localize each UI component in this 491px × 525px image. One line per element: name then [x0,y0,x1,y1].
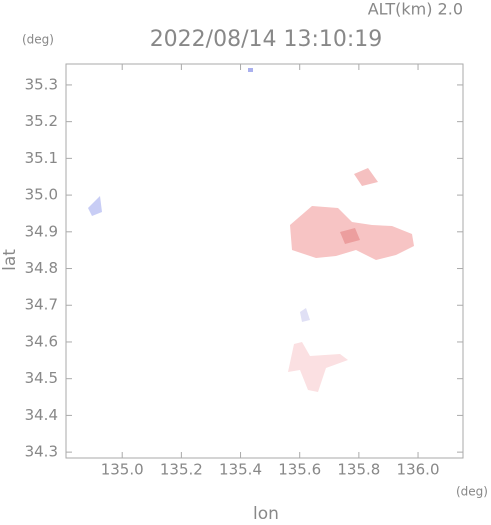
x-tick-label: 135.4 [219,461,262,479]
x-tick-label: 135.0 [101,461,144,479]
y-axis-label: lat [0,249,20,271]
y-tick-label: 35.1 [25,149,58,167]
y-tick-label: 35.2 [25,112,58,130]
y-tick-label: 34.7 [25,296,58,314]
x-tick-label: 136.0 [397,461,440,479]
plot-frame [65,63,464,459]
y-tick-label: 35.3 [25,75,58,93]
echo [88,196,102,216]
echo [354,168,378,186]
echo [300,308,310,322]
altitude: ALT(km) 2.0 [368,0,463,19]
y-tick-label: 34.6 [25,332,58,350]
echo [288,342,348,392]
echo-areas [88,68,414,392]
y-tick-label: 34.3 [25,443,58,461]
x-tick-label: 135.2 [160,461,203,479]
echo [340,228,360,244]
y-tick-label: 35.0 [25,186,58,204]
x-tick-label: 135.8 [337,461,380,479]
y-tick-label: 34.4 [25,406,58,424]
y-tick-label: 34.5 [25,369,58,387]
y-unit: (deg) [22,33,54,47]
chart-title: 2022/08/14 13:10:19 [150,27,383,52]
y-tick-label: 34.9 [25,222,58,240]
x-axis-label: lon [253,504,279,521]
x-unit: (deg) [456,485,488,499]
x-tick-label: 135.6 [278,461,321,479]
y-tick-label: 34.8 [25,259,58,277]
echo [248,68,253,72]
